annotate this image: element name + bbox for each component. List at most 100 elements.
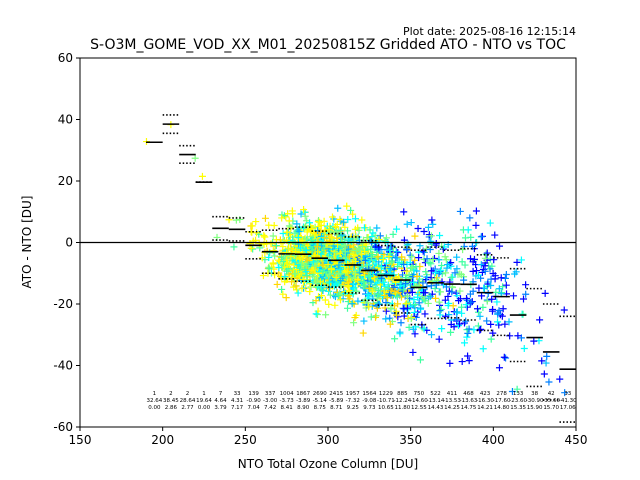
scatter-point: [466, 214, 474, 222]
bin-stat-mean: -7.32: [346, 398, 360, 404]
scatter-point: [365, 249, 373, 257]
scatter-point: [294, 233, 302, 241]
scatter-point: [269, 259, 277, 267]
scatter-point: [415, 299, 423, 307]
scatter-point: [332, 273, 340, 281]
scatter-point: [281, 273, 289, 281]
bin-stat-n: 1: [153, 391, 157, 397]
scatter-point: [284, 245, 292, 253]
scatter-point: [495, 364, 503, 372]
bin-stat-sd: 8.71: [330, 405, 342, 411]
scatter-point: [387, 304, 395, 312]
scatter-point: [311, 262, 319, 270]
scatter-point: [351, 215, 359, 223]
bin-stat-sd: 8.41: [281, 405, 293, 411]
scatter-point: [426, 292, 434, 300]
scatter-point: [393, 263, 401, 271]
scatter-point: [361, 248, 369, 256]
scatter-point: [279, 230, 287, 238]
x-tick-label: 350: [399, 433, 422, 447]
scatter-point: [335, 261, 343, 269]
y-tick-label: 60: [58, 51, 73, 65]
scatter-point: [375, 235, 383, 243]
bin-stat-mean: 38.45: [163, 398, 179, 404]
scatter-point: [364, 290, 372, 298]
x-axis-ticks: 150 200 250 300 350 400 450: [69, 427, 587, 447]
scatter-point: [282, 213, 290, 221]
scatter-point: [541, 289, 549, 297]
y-tick-label: 20: [58, 174, 73, 188]
scatter-point: [560, 306, 568, 314]
scatter-point: [413, 272, 421, 280]
scatter-point: [403, 304, 411, 312]
scatter-point: [259, 272, 267, 280]
scatter-point: [455, 321, 463, 329]
scatter-point: [461, 261, 469, 269]
bin-stat-mean: -0.90: [246, 398, 261, 404]
scatter-point: [474, 305, 482, 313]
bin-stat-sd: 14.21: [477, 405, 493, 411]
scatter-point: [517, 334, 525, 342]
scatter-point: [465, 357, 473, 365]
scatter-point: [400, 260, 408, 268]
scatter-point: [269, 232, 277, 240]
scatter-point: [409, 348, 417, 356]
scatter-point: [319, 287, 327, 295]
scatter-point: [522, 281, 530, 289]
scatter-point: [436, 268, 444, 276]
scatter-point: [328, 213, 336, 221]
scatter-point: [337, 296, 345, 304]
scatter-point: [405, 323, 413, 331]
scatter-point: [325, 226, 333, 234]
scatter-point: [389, 230, 397, 238]
scatter-point: [428, 331, 436, 339]
bin-stat-mean: 32.64: [147, 398, 163, 404]
scatter-point: [453, 253, 461, 261]
scatter-point: [345, 278, 353, 286]
y-axis-title: ATO - NTO [DU]: [20, 196, 34, 289]
scatter-point: [407, 315, 415, 323]
scatter-point: [385, 265, 393, 273]
scatter-point: [441, 296, 449, 304]
scatter-point: [306, 288, 314, 296]
x-tick-label: 400: [482, 433, 505, 447]
scatter-point: [410, 282, 418, 290]
scatter-point: [382, 307, 390, 315]
bin-stat-mean: -23.60: [509, 398, 527, 404]
scatter-point: [282, 276, 290, 284]
scatter-point: [198, 172, 206, 180]
scatter-point: [379, 256, 387, 264]
scatter-point: [326, 291, 334, 299]
scatter-point: [488, 295, 496, 303]
scatter-point: [397, 319, 405, 327]
scatter-point: [383, 294, 391, 302]
scatter-point: [297, 259, 305, 267]
scatter-point: [540, 370, 548, 378]
scatter-point: [291, 229, 299, 237]
scatter-point: [332, 249, 340, 257]
bin-stat-mean: 4.64: [214, 398, 227, 404]
scatter-point: [378, 254, 386, 262]
scatter-point: [420, 255, 428, 263]
scatter-point: [359, 329, 367, 337]
bin-stat-n: 885: [397, 391, 408, 397]
scatter-point: [387, 287, 395, 295]
scatter-point: [402, 300, 410, 308]
scatter-point: [438, 262, 446, 270]
scatter-point: [279, 243, 287, 251]
bin-stat-sd: 10.65: [378, 405, 394, 411]
scatter-point: [472, 207, 480, 215]
bin-stat-n: 38: [531, 391, 538, 397]
scatter-point: [424, 223, 432, 231]
scatter-point: [343, 202, 351, 210]
scatter-point: [402, 280, 410, 288]
scatter-point: [265, 221, 273, 229]
scatter-point: [403, 245, 411, 253]
scatter-point: [420, 289, 428, 297]
scatter-point: [530, 337, 538, 345]
scatter-point: [369, 295, 377, 303]
bin-stat-mean: -13.63: [460, 398, 478, 404]
scatter-point: [391, 287, 399, 295]
bin-stat-n: 522: [430, 391, 441, 397]
scatter-point: [367, 254, 375, 262]
